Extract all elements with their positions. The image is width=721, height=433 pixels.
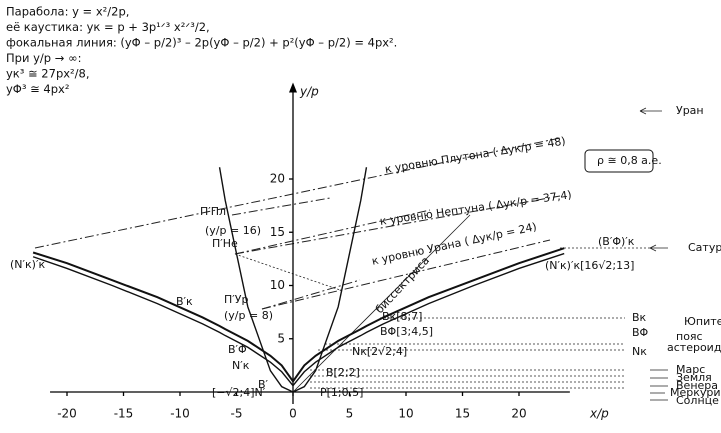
annotation: ρ ≅ 0,8 а.е. [597,154,662,167]
annotation: B′к [176,295,193,308]
annotation: Bк [632,311,647,324]
annotation: П′Пл [200,205,226,218]
x-label: x/p [589,407,609,421]
x-tick-label: -15 [114,407,134,421]
annotation: (y/p = 16) [205,224,261,237]
x-tick-label: -5 [231,407,243,421]
x-tick-label: 5 [346,407,354,421]
annotation: к уровню Плутона ( Δyк/p = 48) [384,134,567,175]
header-line: При y/p → ∞: [6,51,81,65]
annotation: Сатурн [688,241,721,254]
y-tick-label: 5 [277,331,285,345]
annotation: Уран [676,104,704,117]
annotation: пояс [676,330,703,343]
header-line: Парабола: y = x²/2p, [6,5,129,19]
x-tick-label: 20 [511,407,526,421]
annotation: Марс [676,363,705,376]
header-line: yΦ³ ≅ 4px² [6,82,69,96]
annotation: B′ [258,378,269,391]
annotation: Nк[2√2;4] [352,345,407,358]
annotation: (N′к)′к[16√2;13] [545,259,634,272]
annotation: P[1;0,5] [320,386,363,399]
annotation: Nк [632,345,647,358]
plot: Парабола: y = x²/2p,её каустика: yк = p … [6,5,721,421]
curve [218,167,368,393]
x-tick-label: -20 [57,407,77,421]
annotation: [−√2;4]N′ [212,386,266,399]
annotation: к уровню Урана ( Δyк/p = 24) [371,220,538,268]
annotation: B′Φ [228,343,247,356]
annotation: к уровню Нептуна ( Δyк/p = 37,4) [379,188,572,228]
x-tick-label: -10 [170,407,190,421]
curve [32,252,565,387]
x-tick-label: 10 [398,407,413,421]
annotation: Венера [676,379,718,392]
curve [32,247,565,384]
annotation: BΦ [632,326,649,339]
header-line: yк³ ≅ 27px²/8, [6,67,90,81]
annotation: Солнце [676,394,719,407]
annotation: Bк[8;7] [382,310,422,323]
annotation: (B′Φ)′к [598,235,635,248]
annotation: Меркурий [670,386,721,399]
header-line: её каустика: yк = p + 3p¹ᐟ³ x²ᐟ³/2, [6,20,210,34]
annotation: Юпитер [684,315,721,328]
y-arrow [289,82,297,93]
annotation: B[2;2] [326,366,360,379]
x-tick-label: 0 [289,407,297,421]
annotation: астероид [667,341,721,354]
annotation: П′Не [212,237,238,250]
annotation: (N′к)′к [10,258,45,271]
annotation: Земля [676,371,712,384]
annotation: N′к [232,359,250,372]
y-tick-label: 15 [270,225,285,239]
layout-lines [34,107,668,401]
y-tick-label: 20 [270,172,285,186]
y-tick-label: 10 [270,278,285,292]
annotation: (y/p = 8) [224,309,273,322]
annotation: П′Ур [224,293,248,306]
x-tick-label: 15 [455,407,470,421]
annotation: BΦ[3;4,5] [380,325,433,338]
y-label: y/p [299,85,319,99]
header-line: фокальная линия: (yΦ – p/2)³ – 2p(yΦ – p… [6,36,397,50]
